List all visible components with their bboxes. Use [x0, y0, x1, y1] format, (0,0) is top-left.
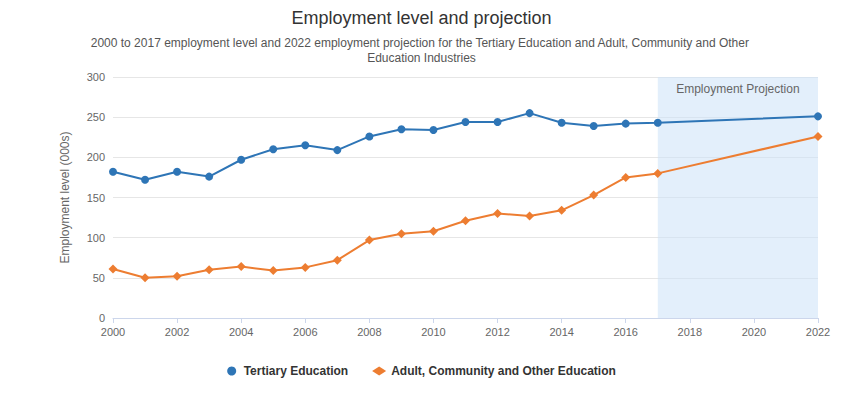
- svg-text:2022: 2022: [806, 326, 830, 338]
- svg-text:Employment level and projectio: Employment level and projection: [291, 8, 551, 28]
- svg-text:Tertiary Education: Tertiary Education: [244, 364, 348, 378]
- svg-text:Adult, Community and Other Edu: Adult, Community and Other Education: [391, 364, 616, 378]
- svg-text:100: 100: [87, 232, 105, 244]
- svg-text:50: 50: [93, 272, 105, 284]
- svg-text:Employment Projection: Employment Projection: [676, 82, 799, 96]
- svg-text:2006: 2006: [293, 326, 317, 338]
- svg-text:2020: 2020: [742, 326, 766, 338]
- svg-text:2014: 2014: [549, 326, 573, 338]
- svg-text:200: 200: [87, 151, 105, 163]
- svg-text:150: 150: [87, 192, 105, 204]
- svg-text:2004: 2004: [229, 326, 253, 338]
- svg-text:2000 to 2017 employment level: 2000 to 2017 employment level and 2022 e…: [91, 36, 753, 50]
- svg-text:2016: 2016: [613, 326, 637, 338]
- svg-text:250: 250: [87, 111, 105, 123]
- svg-text:2008: 2008: [357, 326, 381, 338]
- svg-text:2010: 2010: [421, 326, 445, 338]
- svg-text:2002: 2002: [165, 326, 189, 338]
- svg-text:2000: 2000: [101, 326, 125, 338]
- svg-text:2018: 2018: [678, 326, 702, 338]
- svg-text:Education Industries: Education Industries: [367, 51, 476, 65]
- svg-text:2012: 2012: [485, 326, 509, 338]
- svg-text:Employment level (000s): Employment level (000s): [58, 131, 72, 263]
- svg-text:300: 300: [87, 71, 105, 83]
- svg-text:0: 0: [99, 312, 105, 324]
